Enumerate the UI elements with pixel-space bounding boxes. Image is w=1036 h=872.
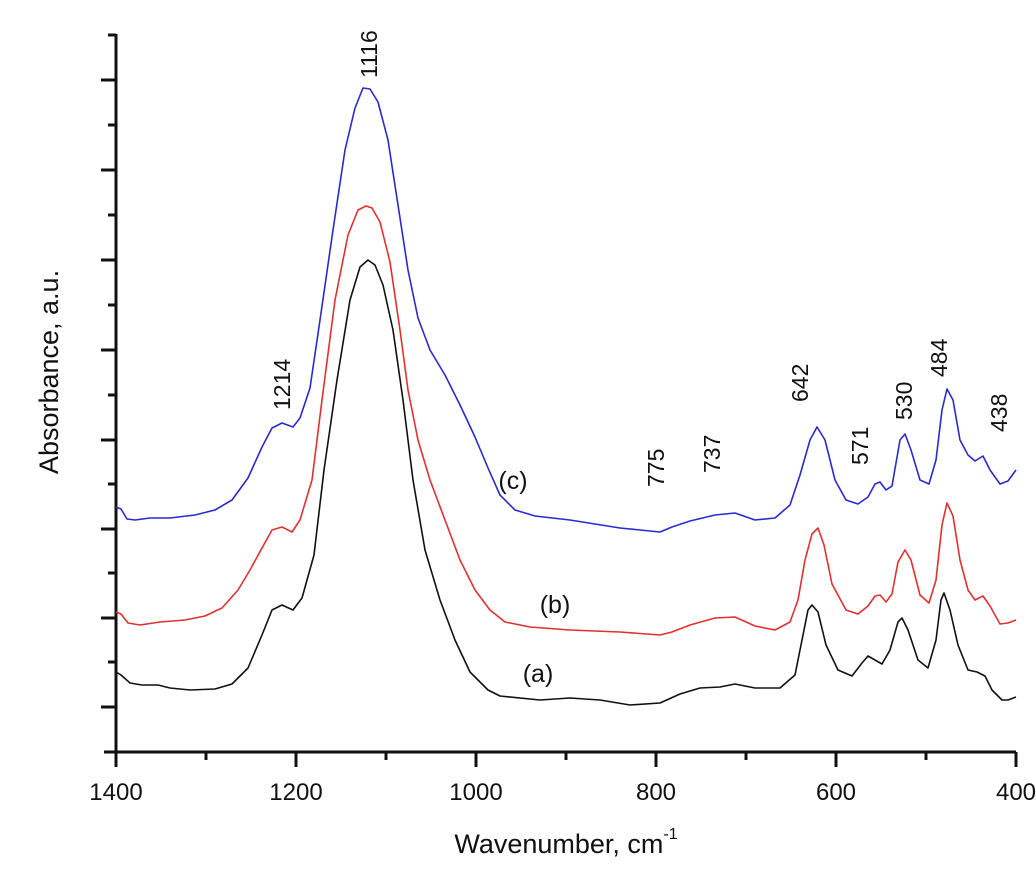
curve-label-c: (c) bbox=[498, 467, 527, 495]
peak-label-775: 775 bbox=[643, 449, 669, 487]
x-axis-title-superscript: -1 bbox=[663, 826, 677, 843]
peak-label-1214: 1214 bbox=[269, 359, 295, 410]
axes bbox=[104, 34, 1016, 754]
x-tick-1200: 1200 bbox=[269, 779, 322, 806]
peak-label-642: 642 bbox=[787, 364, 813, 402]
series-c-curve bbox=[115, 87, 1017, 533]
x-axis-ticks bbox=[114, 752, 1018, 767]
x-tick-400: 400 bbox=[996, 779, 1036, 806]
curve-label-b: (b) bbox=[540, 591, 571, 619]
peak-label-530: 530 bbox=[891, 382, 917, 420]
peak-label-484: 484 bbox=[926, 338, 952, 377]
curve-labels: (a) (b) (c) bbox=[498, 467, 570, 688]
y-axis-title: Absorbance, a.u. bbox=[34, 270, 64, 474]
series-b-curve bbox=[115, 205, 1017, 636]
x-tick-labels: 1400 1200 1000 800 600 400 bbox=[89, 779, 1036, 806]
peak-label-1116: 1116 bbox=[356, 30, 382, 78]
peak-labels: 1116 1214 775 737 642 571 530 484 438 bbox=[269, 30, 1012, 487]
peak-label-438: 438 bbox=[986, 394, 1012, 432]
x-tick-600: 600 bbox=[816, 779, 856, 806]
series-a-curve bbox=[115, 259, 1017, 706]
x-tick-1400: 1400 bbox=[89, 779, 142, 806]
peak-label-571: 571 bbox=[847, 427, 873, 465]
curve-label-a: (a) bbox=[523, 660, 554, 688]
peak-label-737: 737 bbox=[699, 435, 725, 473]
y-axis-ticks bbox=[101, 33, 116, 709]
x-axis-title: Wavenumber, cm-1 bbox=[454, 826, 677, 859]
x-tick-800: 800 bbox=[636, 779, 676, 806]
x-tick-1000: 1000 bbox=[449, 779, 502, 806]
